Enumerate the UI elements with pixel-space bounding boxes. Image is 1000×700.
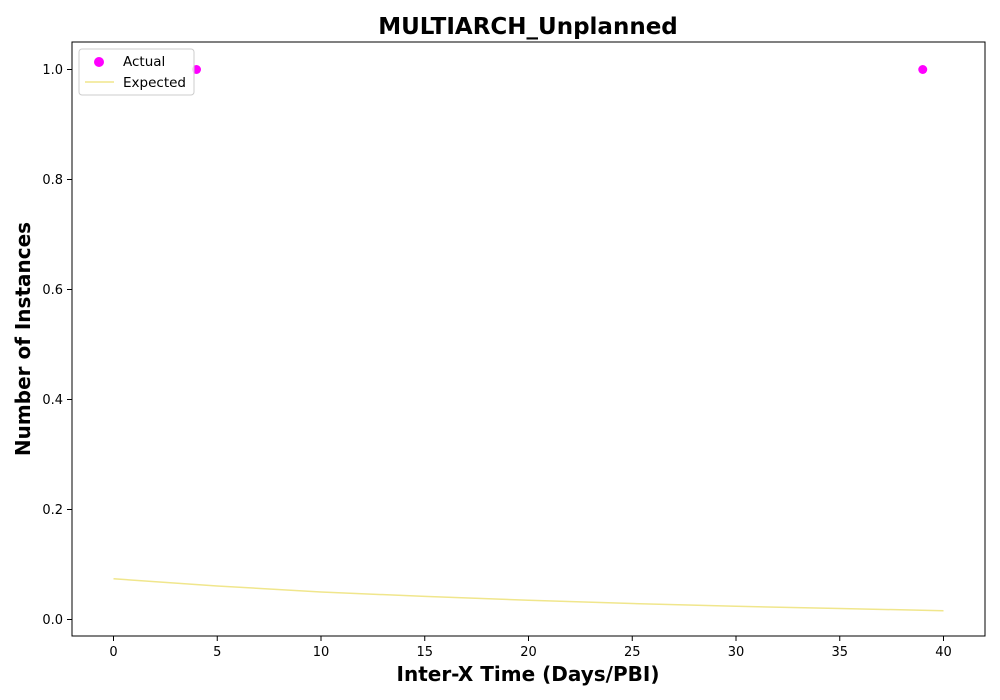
actual-data-point xyxy=(918,65,928,74)
y-tick-label: 1.0 xyxy=(42,63,63,78)
x-tick-label: 25 xyxy=(624,645,641,660)
y-axis: 0.0 0.2 0.4 0.6 0.8 1.0 xyxy=(42,63,72,628)
y-tick-label: 0.0 xyxy=(42,613,63,628)
legend: Actual Expected xyxy=(78,48,195,96)
chart-title: MULTIARCH_Unplanned xyxy=(378,14,678,40)
x-axis: 0 5 10 15 20 25 30 35 40 xyxy=(109,636,952,660)
y-tick-label: 0.4 xyxy=(42,393,63,408)
x-tick-label: 40 xyxy=(935,645,952,660)
y-tick-label: 0.6 xyxy=(42,283,63,298)
x-tick-label: 10 xyxy=(313,645,330,660)
legend-box xyxy=(78,48,195,96)
x-axis-title: Inter-X Time (Days/PBI) xyxy=(397,662,660,686)
legend-expected-label: Expected xyxy=(123,75,186,91)
legend-actual-label: Actual xyxy=(123,54,165,70)
x-tick-label: 30 xyxy=(728,645,745,660)
expected-series-line xyxy=(113,578,944,612)
x-tick-label: 20 xyxy=(520,645,537,660)
x-tick-label: 35 xyxy=(831,645,848,660)
y-axis-title: Number of Instances xyxy=(11,222,35,456)
y-tick-label: 0.8 xyxy=(42,173,63,188)
x-tick-label: 0 xyxy=(109,645,117,660)
y-tick-label: 0.2 xyxy=(42,503,63,518)
legend-actual-marker xyxy=(94,57,104,67)
x-tick-label: 15 xyxy=(416,645,433,660)
x-tick-label: 5 xyxy=(213,645,221,660)
